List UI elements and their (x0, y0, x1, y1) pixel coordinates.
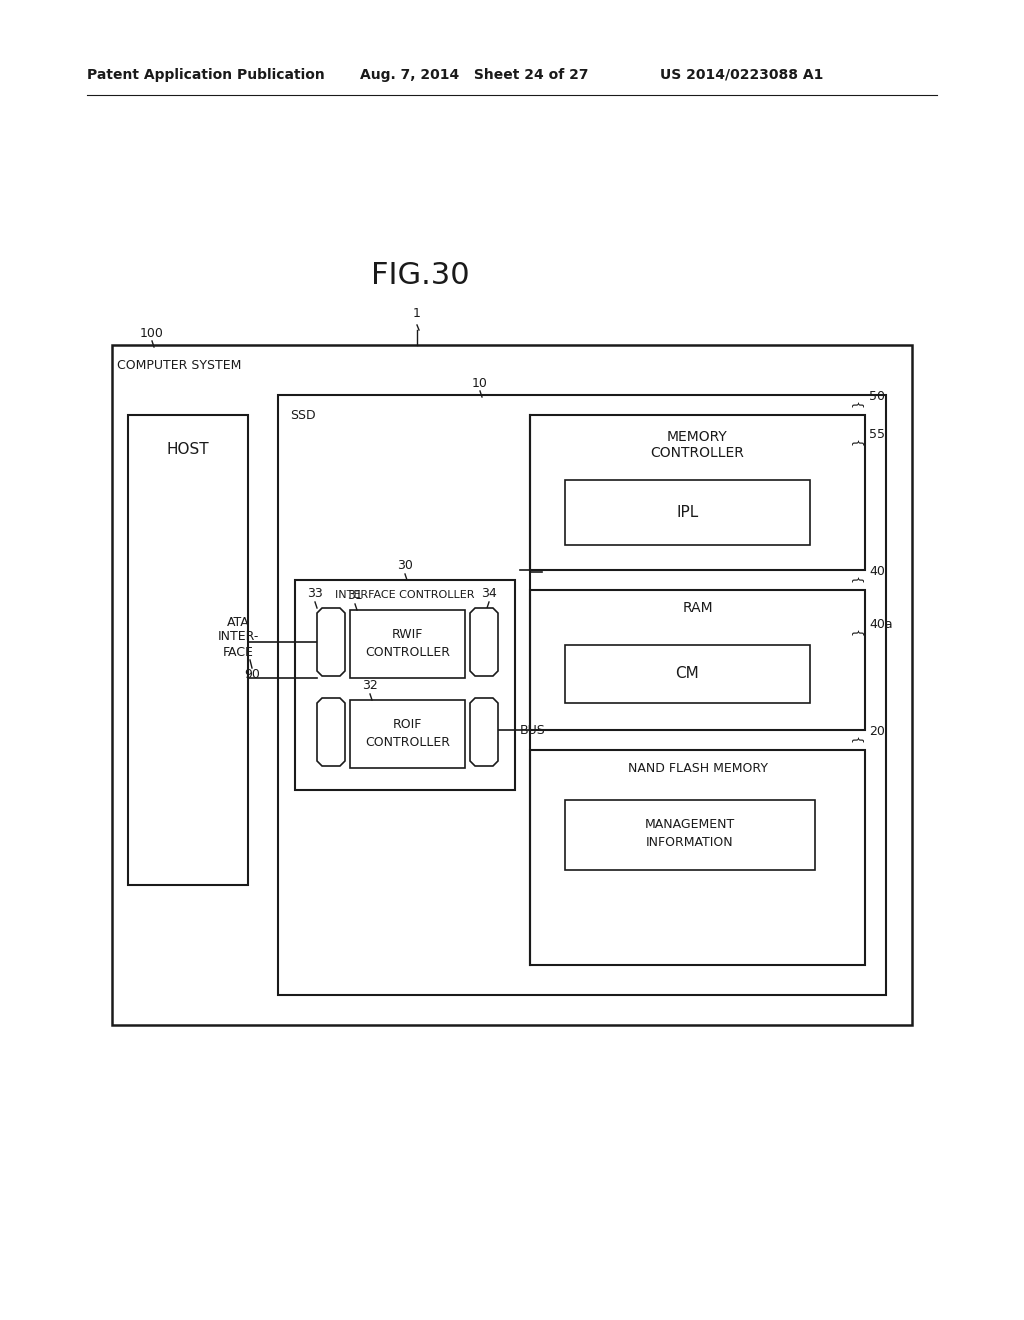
Text: 31: 31 (347, 589, 362, 602)
Text: 20: 20 (869, 725, 885, 738)
Text: 30: 30 (397, 558, 413, 572)
Text: 40a: 40a (869, 618, 893, 631)
Bar (530, 414, 865, 570)
Text: $\mathsf{\{}$: $\mathsf{\{}$ (849, 573, 865, 582)
Text: $\mathsf{\{}$: $\mathsf{\{}$ (849, 437, 865, 445)
Bar (350, 610, 465, 678)
Text: $\mathsf{\{}$: $\mathsf{\{}$ (849, 734, 865, 742)
Text: INTER-: INTER- (217, 631, 259, 644)
Text: CONTROLLER: CONTROLLER (650, 446, 744, 459)
Text: INTERFACE CONTROLLER: INTERFACE CONTROLLER (335, 590, 475, 601)
Text: ATA: ATA (226, 615, 250, 628)
Text: 1: 1 (413, 308, 421, 319)
Text: 90: 90 (244, 668, 260, 681)
Text: COMPUTER SYSTEM: COMPUTER SYSTEM (117, 359, 242, 372)
Bar (530, 750, 865, 965)
Text: CONTROLLER: CONTROLLER (365, 735, 450, 748)
Text: 50: 50 (869, 389, 885, 403)
Text: HOST: HOST (167, 442, 209, 458)
Text: IPL: IPL (677, 506, 698, 520)
Text: MANAGEMENT: MANAGEMENT (645, 818, 735, 832)
Text: Patent Application Publication: Patent Application Publication (87, 69, 325, 82)
Text: $\mathsf{\{}$: $\mathsf{\{}$ (849, 627, 865, 635)
Text: NAND FLASH MEMORY: NAND FLASH MEMORY (628, 762, 768, 775)
Bar (128, 414, 248, 884)
Polygon shape (470, 609, 498, 676)
Text: 55: 55 (869, 428, 885, 441)
Text: $\mathsf{\{}$: $\mathsf{\{}$ (849, 399, 865, 407)
Bar (565, 800, 815, 870)
Text: 33: 33 (307, 587, 323, 601)
Polygon shape (317, 609, 345, 676)
Text: 34: 34 (481, 587, 497, 601)
Text: SSD: SSD (290, 409, 315, 422)
Text: 32: 32 (362, 678, 378, 692)
Bar (565, 480, 810, 545)
Text: 100: 100 (140, 327, 164, 341)
Text: ROIF: ROIF (393, 718, 422, 730)
Bar (565, 645, 810, 704)
Bar (350, 700, 465, 768)
Text: INFORMATION: INFORMATION (646, 837, 734, 850)
Bar (295, 579, 515, 789)
Text: RWIF: RWIF (392, 627, 423, 640)
Text: MEMORY: MEMORY (667, 430, 728, 444)
Text: FACE: FACE (222, 645, 253, 659)
Text: RAM: RAM (682, 601, 713, 615)
Polygon shape (470, 698, 498, 766)
Text: CM: CM (676, 667, 699, 681)
Text: FIG.30: FIG.30 (371, 260, 469, 289)
Polygon shape (317, 698, 345, 766)
Text: 10: 10 (472, 378, 488, 389)
Text: Aug. 7, 2014   Sheet 24 of 27: Aug. 7, 2014 Sheet 24 of 27 (360, 69, 589, 82)
Text: 40: 40 (869, 565, 885, 578)
Bar (112, 345, 912, 1026)
Bar (530, 590, 865, 730)
Text: US 2014/0223088 A1: US 2014/0223088 A1 (660, 69, 823, 82)
Text: BUS: BUS (520, 723, 546, 737)
Bar (278, 395, 886, 995)
Text: CONTROLLER: CONTROLLER (365, 645, 450, 659)
